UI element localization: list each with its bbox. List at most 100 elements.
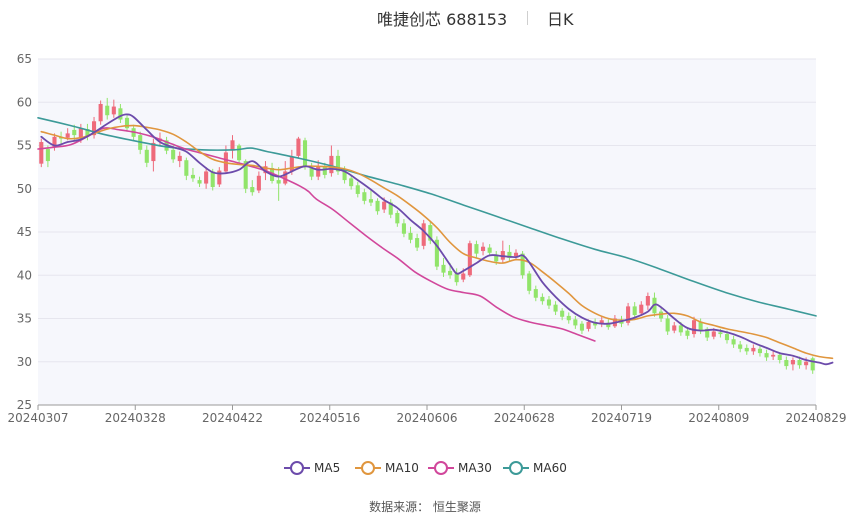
candle-body <box>790 360 795 365</box>
chart-legend: MA5 MA10 MA30 MA60 <box>0 458 850 478</box>
candle-body <box>573 319 578 326</box>
legend-swatch-ma60 <box>503 461 529 475</box>
x-tick-label: 20240328 <box>105 411 166 425</box>
candle-body <box>718 332 723 335</box>
y-tick-label: 65 <box>17 52 32 66</box>
candle-body <box>368 199 374 203</box>
data-source: 数据来源： 恒生聚源 <box>369 500 481 514</box>
candle-body <box>665 318 670 332</box>
candle-body <box>454 273 459 283</box>
candle-body <box>461 273 466 280</box>
candle-body <box>362 192 367 201</box>
candle-body <box>230 140 235 151</box>
candle-body <box>243 161 248 189</box>
candle-body <box>777 354 782 361</box>
candle-body <box>691 320 697 335</box>
period-label: 日K <box>547 10 574 29</box>
candle-body <box>217 170 222 185</box>
candle-body <box>91 121 97 136</box>
candle-body <box>441 264 446 273</box>
candle-body <box>283 171 288 184</box>
candle-body <box>388 202 393 215</box>
candle-body <box>322 166 327 175</box>
candle-body <box>546 299 552 306</box>
candle-body <box>428 225 433 241</box>
x-tick-label: 20240628 <box>494 411 555 425</box>
x-tick-label: 20240307 <box>7 411 68 425</box>
x-tick-label: 20240422 <box>202 411 263 425</box>
candle-body <box>579 323 584 331</box>
candle-body <box>184 160 189 176</box>
candle-body <box>309 167 314 177</box>
candle-body <box>540 296 545 302</box>
candle-body <box>210 171 215 188</box>
candle-body <box>434 239 439 267</box>
candle-body <box>342 169 347 181</box>
candle-body <box>39 142 44 164</box>
y-tick-label: 45 <box>17 225 32 239</box>
candle-body <box>190 174 195 179</box>
candle-body <box>586 321 591 329</box>
legend-label-ma5: MA5 <box>314 461 341 475</box>
candle-body <box>705 328 710 338</box>
candle-body <box>810 358 815 371</box>
candle-body <box>237 145 242 161</box>
candle-body <box>764 353 769 358</box>
candle-body <box>487 247 492 253</box>
candle-body <box>335 155 341 172</box>
candle-body <box>375 200 380 212</box>
candle-body <box>415 238 420 248</box>
candle-body <box>738 344 743 349</box>
candle-body <box>606 322 611 328</box>
candle-body <box>111 106 116 115</box>
candle-body <box>177 155 182 162</box>
candle-body <box>474 244 479 254</box>
x-tick-label: 20240516 <box>299 411 360 425</box>
candle-body <box>78 128 83 139</box>
candle-body <box>553 304 558 312</box>
chart-title-row: 唯捷创芯 688153 日K <box>0 5 850 29</box>
candle-body <box>533 289 538 298</box>
legend-swatch-ma30 <box>428 461 454 475</box>
candle-body <box>296 138 301 156</box>
candle-body <box>302 140 308 168</box>
candle-body <box>507 251 512 258</box>
candle-body <box>197 180 202 184</box>
candle-body <box>784 360 789 367</box>
legend-swatch-ma10 <box>355 461 381 475</box>
candle-body <box>659 311 664 319</box>
candle-body <box>65 133 70 138</box>
candle-body <box>757 348 763 354</box>
candle-body <box>599 320 604 324</box>
x-tick-label: 20240606 <box>396 411 457 425</box>
candle-body <box>804 361 809 366</box>
chart-title: 唯捷创芯 688153 <box>377 10 508 29</box>
candle-body <box>520 253 525 276</box>
x-tick-label: 20240829 <box>785 411 846 425</box>
candle-body <box>289 156 294 172</box>
candle-body <box>395 212 400 224</box>
candle-body <box>171 149 176 160</box>
legend-item-ma30[interactable]: MA30 <box>428 458 492 478</box>
candle-body <box>626 306 631 323</box>
candle-body <box>52 136 57 148</box>
candle-body <box>105 105 110 116</box>
legend-item-ma5[interactable]: MA5 <box>284 458 340 478</box>
candle-body <box>744 347 749 352</box>
y-tick-label: 30 <box>17 355 32 369</box>
legend-item-ma60[interactable]: MA60 <box>503 458 567 478</box>
candle-body <box>639 304 644 314</box>
candle-body <box>98 103 103 122</box>
candle-body <box>731 339 736 345</box>
legend-label-ma30: MA30 <box>458 461 492 475</box>
legend-item-ma10[interactable]: MA10 <box>355 458 419 478</box>
candle-body <box>645 296 650 306</box>
candle-body <box>316 166 321 177</box>
y-tick-label: 60 <box>17 95 32 109</box>
ma10-line <box>40 124 834 360</box>
candle-body <box>85 129 90 136</box>
y-tick-label: 40 <box>17 268 32 282</box>
candle-body <box>151 142 156 162</box>
candle-body <box>223 152 228 172</box>
candle-body <box>494 254 499 262</box>
